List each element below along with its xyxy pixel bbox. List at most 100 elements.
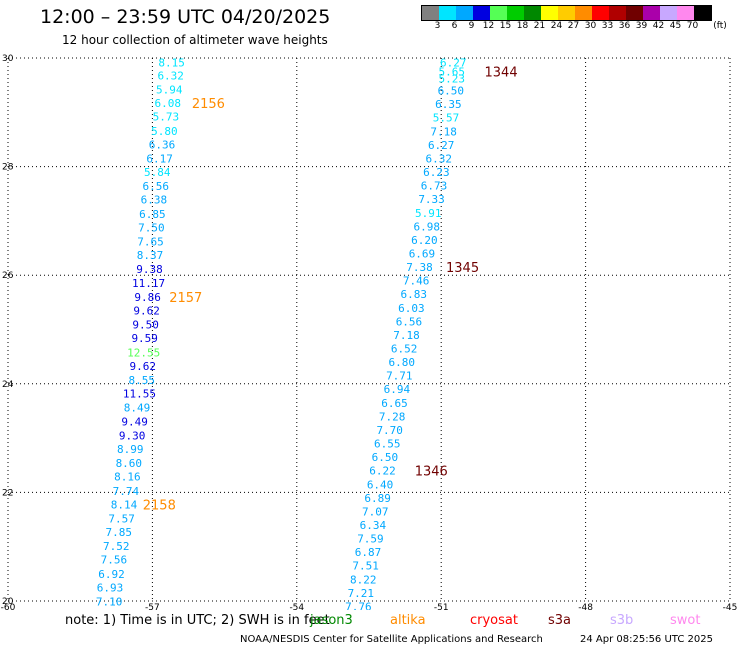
- colorbar-tick-label: 9: [468, 21, 475, 31]
- lon-tick-label: -48: [578, 603, 593, 610]
- wave-height-value: 6.93: [97, 581, 124, 594]
- wave-height-value: 6.27: [440, 56, 467, 69]
- lat-tick-label: 26: [2, 271, 14, 281]
- lat-tick-label: 22: [2, 488, 13, 498]
- wave-height-value: 7.18: [430, 125, 457, 138]
- colorbar-tick-label: 39: [635, 21, 648, 31]
- colorbar-swatch: [609, 6, 626, 20]
- colorbar-tick-label: 21: [533, 21, 546, 31]
- colorbar-tick-label: 70: [686, 21, 699, 31]
- colorbar-swatch: [575, 6, 592, 20]
- mission-label-swot: swot: [670, 613, 701, 628]
- colorbar-swatch: [541, 6, 558, 20]
- wave-height-value: 9.49: [121, 415, 148, 428]
- wave-height-value: 7.07: [362, 505, 389, 518]
- colorbar-tick-label: 24: [550, 21, 563, 31]
- wave-height-value: 6.50: [438, 85, 465, 98]
- wave-height-value: 7.70: [376, 424, 403, 437]
- wave-height-value: 6.92: [98, 568, 125, 581]
- wave-height-value: 5.80: [151, 125, 178, 138]
- wave-height-value: 6.85: [139, 208, 166, 221]
- wave-height-value: 6.55: [374, 438, 401, 451]
- wave-height-value: 5.91: [415, 207, 442, 220]
- wave-height-value: 7.28: [379, 410, 406, 423]
- wave-height-value: 9.50: [132, 319, 159, 332]
- wave-height-value: 9.62: [130, 360, 157, 373]
- lon-tick-label: -60: [1, 603, 16, 610]
- wave-height-value: 7.38: [406, 261, 433, 274]
- pass-time-label: 1346: [415, 465, 448, 480]
- colorbar-swatch: [677, 6, 694, 20]
- colorbar-legend: [421, 5, 712, 21]
- colorbar-swatch: [507, 6, 524, 20]
- colorbar-tick-label: 36: [618, 21, 631, 31]
- wave-height-value: 8.22: [350, 573, 377, 586]
- wave-height-value: 5.65: [439, 66, 466, 79]
- wave-height-value: 5.94: [156, 83, 183, 96]
- wave-height-value: 8.16: [114, 471, 141, 484]
- colorbar-tick-label: 3: [434, 21, 441, 31]
- lat-tick-label: 24: [2, 380, 14, 390]
- lat-tick-label: 30: [2, 54, 14, 64]
- wave-height-value: 12.55: [127, 346, 160, 359]
- mission-label-s3b: s3b: [610, 613, 634, 628]
- wave-height-value: 7.71: [386, 370, 413, 383]
- wave-height-value: 6.56: [396, 315, 423, 328]
- footer-note: note: 1) Time is in UTC; 2) SWH is in fe…: [65, 613, 330, 628]
- wave-height-value: 7.51: [352, 560, 379, 573]
- wave-height-value: 6.38: [141, 194, 168, 207]
- wave-height-value: 9.62: [133, 304, 160, 317]
- pass-time-label: 1344: [485, 66, 518, 81]
- lon-tick-label: -54: [289, 603, 304, 610]
- colorbar-swatch: [558, 6, 575, 20]
- colorbar-swatch: [473, 6, 490, 20]
- wave-height-value: 6.98: [414, 220, 441, 233]
- map-title: 12:00 – 23:59 UTC 04/20/2025: [40, 6, 331, 28]
- wave-height-value: 6.22: [369, 465, 396, 478]
- mission-label-cryosat: cryosat: [470, 613, 518, 628]
- colorbar-labels: 3 6 9 12 15 18 21 24 27 30 33 36 39 42 45 70 (ft): [421, 21, 740, 33]
- wave-height-value: 7.59: [357, 533, 384, 546]
- wave-height-value: 7.85: [105, 526, 132, 539]
- wave-height-value: 8.15: [158, 56, 185, 69]
- colorbar-swatch: [439, 6, 456, 20]
- wave-height-value: 6.20: [411, 234, 438, 247]
- wave-height-value: 9.38: [136, 263, 163, 276]
- wave-height-value: 11.55: [123, 388, 156, 401]
- wave-height-value: 6.65: [381, 397, 408, 410]
- wave-height-value: 9.59: [131, 332, 158, 345]
- wave-height-value: 6.69: [409, 247, 436, 260]
- wave-height-value: 6.32: [157, 69, 184, 82]
- wave-height-value: 6.03: [398, 302, 425, 315]
- wave-height-value: 7.52: [103, 540, 130, 553]
- wave-height-value: 6.35: [435, 98, 462, 111]
- pass-time-label: 2159: [126, 609, 159, 610]
- wave-height-value: 5.84: [144, 166, 171, 179]
- credit-text: NOAA/NESDIS Center for Satellite Applica…: [240, 634, 543, 645]
- wave-height-value: 6.17: [146, 152, 173, 165]
- wave-height-value: 7.56: [101, 554, 128, 567]
- wave-height-value: 7.65: [137, 236, 164, 249]
- wave-height-value: 5.23: [439, 73, 466, 86]
- colorbar-swatch: [592, 6, 609, 20]
- wave-height-value: 6.50: [372, 451, 399, 464]
- lon-tick-label: -57: [145, 603, 160, 610]
- mission-label-jason3: jason3: [310, 613, 353, 628]
- wave-height-value: 7.50: [138, 221, 165, 234]
- wave-height-value: 6.56: [143, 180, 170, 193]
- wave-height-value: 7.10: [96, 596, 123, 609]
- mission-label-altika: altika: [390, 613, 426, 628]
- wave-height-value: 7.46: [403, 275, 430, 288]
- lon-tick-label: -51: [434, 603, 449, 610]
- wave-height-value: 6.08: [155, 97, 182, 110]
- colorbar-tick-label: 42: [652, 21, 665, 31]
- pass-time-label: 2158: [143, 498, 176, 513]
- wave-height-value: 7.76: [345, 600, 372, 610]
- colorbar-swatch: [456, 6, 473, 20]
- colorbar-tick-label: 45: [669, 21, 682, 31]
- wave-height-value: 6.52: [391, 343, 418, 356]
- wave-height-value: 6.94: [384, 383, 411, 396]
- wave-height-value: 9.30: [119, 429, 146, 442]
- colorbar-tick-label: 12: [482, 21, 495, 31]
- pass-time-label: 2156: [192, 97, 225, 112]
